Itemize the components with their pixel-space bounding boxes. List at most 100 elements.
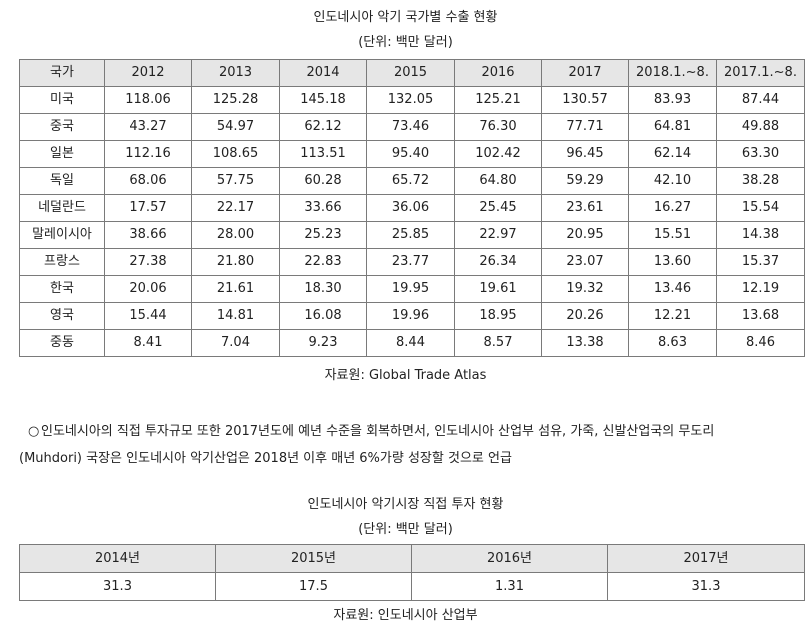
table-row: 독일 68.06 57.75 60.28 65.72 64.80 59.29 42.10 38.… <box>19 167 805 195</box>
country-cell: 일본 <box>19 140 105 168</box>
value-cell: 18.30 <box>279 275 367 303</box>
export-by-country-table: 국가 2012 2013 2014 2015 2016 2017 2018.1.… <box>19 59 805 357</box>
value-cell: 145.18 <box>279 86 367 114</box>
value-cell: 19.61 <box>454 275 542 303</box>
country-cell: 중동 <box>19 329 105 357</box>
value-cell: 25.45 <box>454 194 542 222</box>
value-cell: 12.19 <box>716 275 805 303</box>
value-cell: 108.65 <box>191 140 280 168</box>
table-row: 31.3 17.5 1.31 31.3 <box>19 572 805 601</box>
value-cell: 36.06 <box>366 194 455 222</box>
value-cell: 8.57 <box>454 329 542 357</box>
value-cell: 20.26 <box>541 302 629 330</box>
value-cell: 64.80 <box>454 167 542 195</box>
value-cell: 125.28 <box>191 86 280 114</box>
value-cell: 22.17 <box>191 194 280 222</box>
table-row: 프랑스 27.38 21.80 22.83 23.77 26.34 23.07 13.60 15… <box>19 248 805 276</box>
table-row: 일본 112.16 108.65 113.51 95.40 102.42 96.45 62.1… <box>19 140 805 168</box>
value-cell: 8.41 <box>104 329 192 357</box>
bullet-icon: ○ <box>28 424 40 439</box>
value-cell: 65.72 <box>366 167 455 195</box>
value-cell: 64.81 <box>628 113 717 141</box>
value-cell: 77.71 <box>541 113 629 141</box>
header-cell: 2013 <box>191 59 280 87</box>
value-cell: 13.38 <box>541 329 629 357</box>
value-cell: 83.93 <box>628 86 717 114</box>
value-cell: 118.06 <box>104 86 192 114</box>
table2-title: 인도네시아 악기시장 직접 투자 현황 <box>307 497 504 512</box>
table2-source: 자료원: 인도네시아 산업부 <box>333 608 478 623</box>
value-cell: 8.63 <box>628 329 717 357</box>
value-cell: 59.29 <box>541 167 629 195</box>
country-cell: 네덜란드 <box>19 194 105 222</box>
value-cell: 12.21 <box>628 302 717 330</box>
header-cell: 2017 <box>541 59 629 87</box>
header-cell: 2016 <box>454 59 542 87</box>
value-cell: 38.28 <box>716 167 805 195</box>
table-row: 네덜란드 17.57 22.17 33.66 36.06 25.45 23.61 16.27 1… <box>19 194 805 222</box>
header-cell: 2014 <box>279 59 367 87</box>
value-cell: 27.38 <box>104 248 192 276</box>
value-cell: 19.96 <box>366 302 455 330</box>
value-cell: 17.57 <box>104 194 192 222</box>
table-header-row: 2014년 2015년 2016년 2017년 <box>19 544 805 573</box>
header-cell: 2016년 <box>411 544 608 573</box>
paragraph-text-1: 인도네시아의 직접 투자규모 또한 2017년도에 예년 수준을 회복하면서, … <box>41 424 715 439</box>
value-cell: 112.16 <box>104 140 192 168</box>
value-cell: 38.66 <box>104 221 192 249</box>
value-cell: 23.61 <box>541 194 629 222</box>
value-cell: 13.68 <box>716 302 805 330</box>
value-cell: 23.77 <box>366 248 455 276</box>
value-cell: 87.44 <box>716 86 805 114</box>
value-cell: 102.42 <box>454 140 542 168</box>
table-cell: 31.3 <box>19 572 216 601</box>
country-cell: 프랑스 <box>19 248 105 276</box>
header-cell: 2017.1.~8. <box>716 59 805 87</box>
value-cell: 62.14 <box>628 140 717 168</box>
table-row: 중국 43.27 54.97 62.12 73.46 76.30 77.71 64.81 49.… <box>19 113 805 141</box>
country-cell: 중국 <box>19 113 105 141</box>
table-row: 말레이시아 38.66 28.00 25.23 25.85 22.97 20.95 15.51… <box>19 221 805 249</box>
investment-paragraph: ○ 인도네시아의 직접 투자규모 또한 2017년도에 예년 수준을 회복하면서,… <box>19 418 804 472</box>
value-cell: 113.51 <box>279 140 367 168</box>
value-cell: 96.45 <box>541 140 629 168</box>
country-cell: 독일 <box>19 167 105 195</box>
table-row: 영국 15.44 14.81 16.08 19.96 18.95 20.26 12.21 13.… <box>19 302 805 330</box>
value-cell: 15.54 <box>716 194 805 222</box>
header-cell: 2015년 <box>215 544 412 573</box>
header-cell: 2017년 <box>607 544 805 573</box>
value-cell: 33.66 <box>279 194 367 222</box>
value-cell: 8.44 <box>366 329 455 357</box>
value-cell: 14.38 <box>716 221 805 249</box>
header-cell: 2014년 <box>19 544 216 573</box>
value-cell: 22.83 <box>279 248 367 276</box>
value-cell: 25.85 <box>366 221 455 249</box>
value-cell: 60.28 <box>279 167 367 195</box>
table-row: 중동 8.41 7.04 9.23 8.44 8.57 13.38 8.63 8.46 <box>19 329 805 357</box>
table-row: 한국 20.06 21.61 18.30 19.95 19.61 19.32 13.46 12.… <box>19 275 805 303</box>
value-cell: 20.06 <box>104 275 192 303</box>
value-cell: 73.46 <box>366 113 455 141</box>
paragraph-line-1: ○ 인도네시아의 직접 투자규모 또한 2017년도에 예년 수준을 회복하면서,… <box>19 418 804 445</box>
value-cell: 15.44 <box>104 302 192 330</box>
value-cell: 21.61 <box>191 275 280 303</box>
value-cell: 43.27 <box>104 113 192 141</box>
table-cell: 1.31 <box>411 572 608 601</box>
header-cell: 국가 <box>19 59 105 87</box>
table2-unit: (단위: 백만 달러) <box>358 522 453 537</box>
value-cell: 62.12 <box>279 113 367 141</box>
value-cell: 13.60 <box>628 248 717 276</box>
value-cell: 54.97 <box>191 113 280 141</box>
country-cell: 말레이시아 <box>19 221 105 249</box>
value-cell: 16.08 <box>279 302 367 330</box>
value-cell: 8.46 <box>716 329 805 357</box>
table1-unit: (단위: 백만 달러) <box>358 35 453 50</box>
value-cell: 76.30 <box>454 113 542 141</box>
paragraph-line-2: (Muhdori) 국장은 인도네시아 악기산업은 2018년 이후 매년 6%… <box>19 451 512 466</box>
value-cell: 19.95 <box>366 275 455 303</box>
table-row: 미국 118.06 125.28 145.18 132.05 125.21 130.57 83… <box>19 86 805 114</box>
header-cell: 2015 <box>366 59 455 87</box>
country-cell: 영국 <box>19 302 105 330</box>
header-cell: 2012 <box>104 59 192 87</box>
table1-title: 인도네시아 악기 국가별 수출 현황 <box>313 10 498 25</box>
